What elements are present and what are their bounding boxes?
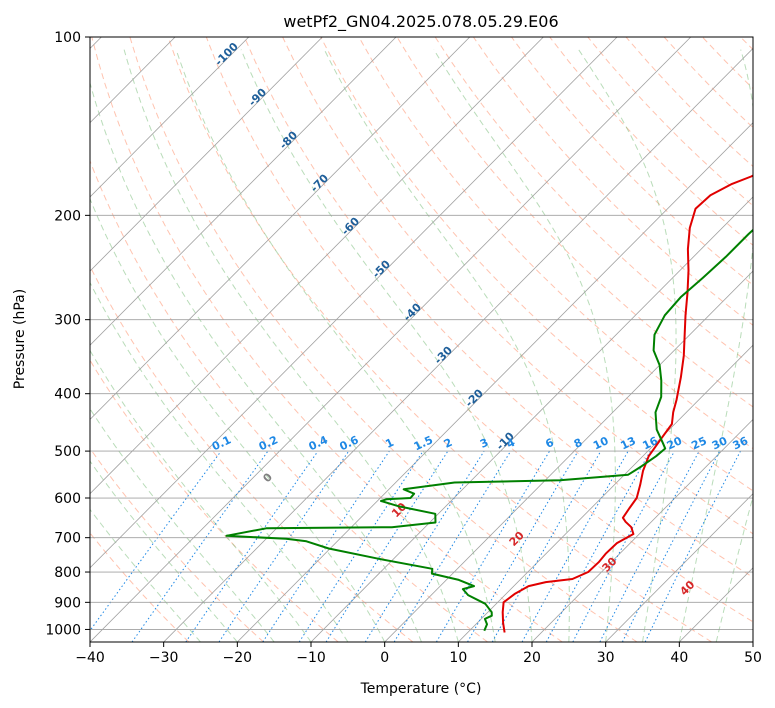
y-tick-label: 100 bbox=[54, 30, 81, 46]
y-tick-label: 800 bbox=[54, 565, 81, 581]
dewpoint-profile-line bbox=[225, 228, 753, 632]
y-tick-label: 400 bbox=[54, 387, 81, 403]
x-tick-label: 10 bbox=[449, 650, 467, 666]
moist-adiabat-line bbox=[323, 49, 570, 642]
isotherm-line bbox=[237, 122, 753, 642]
dry-adiabat-line bbox=[243, 37, 753, 578]
moist-adiabat-line bbox=[90, 281, 349, 642]
dry-adiabat-line bbox=[167, 37, 712, 642]
mixing-ratio-line bbox=[218, 450, 350, 642]
moist-adiabat-line bbox=[90, 407, 275, 642]
x-axis-ticks: −40 −30 −20 −10 0 10 20 30 40 50 bbox=[75, 642, 762, 666]
plot-frame bbox=[89, 36, 754, 643]
dry-adiabat-line bbox=[282, 37, 753, 535]
isotherm-line bbox=[90, 37, 544, 495]
y-tick-label: 500 bbox=[54, 444, 81, 460]
dry-adiabat-line bbox=[320, 37, 753, 492]
y-tick-label: 1000 bbox=[45, 622, 81, 638]
y-tick-label: 700 bbox=[54, 531, 81, 547]
y-tick-label: 300 bbox=[54, 313, 81, 329]
x-axis-label: Temperature (°C) bbox=[360, 681, 482, 697]
dry-adiabat-line bbox=[511, 37, 753, 286]
mixing-ratio-label: 36 bbox=[731, 434, 751, 452]
chart-title: wetPf2_GN04.2025.078.05.29.E06 bbox=[283, 12, 558, 32]
x-tick-label: 0 bbox=[380, 650, 389, 666]
x-tick-label: 50 bbox=[744, 650, 762, 666]
dry-adiabat-line bbox=[90, 265, 414, 642]
x-tick-label: 40 bbox=[670, 650, 688, 666]
dry-adiabat-line bbox=[91, 37, 563, 642]
x-tick-label: 30 bbox=[597, 650, 615, 666]
moist-adiabat-line bbox=[240, 49, 533, 642]
mixing-ratio-line bbox=[131, 450, 269, 642]
isotherm-line bbox=[458, 344, 753, 642]
y-tick-label: 200 bbox=[54, 208, 81, 224]
mixing-ratio-line bbox=[90, 450, 222, 632]
moist-adiabat-line bbox=[90, 460, 238, 642]
isotherm-line bbox=[605, 493, 753, 642]
moist-adiabat-line bbox=[715, 494, 753, 642]
dry-adiabat-line bbox=[90, 359, 339, 642]
isotherm-line bbox=[90, 37, 618, 569]
mixing-ratio-line bbox=[298, 450, 424, 642]
mixing-ratio-line bbox=[521, 450, 629, 642]
mixing-ratio-line bbox=[491, 450, 602, 642]
moist-adiabat-line bbox=[175, 49, 496, 642]
x-tick-label: −20 bbox=[223, 650, 253, 666]
mixing-ratio-label: 25 bbox=[689, 434, 708, 452]
mixing-ratio-label: 13 bbox=[618, 434, 637, 452]
dry-adiabat-line bbox=[205, 37, 753, 623]
isotherm-line bbox=[531, 418, 753, 642]
moist-adiabat-line bbox=[578, 49, 677, 642]
x-tick-label: −30 bbox=[149, 650, 179, 666]
moist-adiabat-line bbox=[90, 81, 422, 642]
dry-adiabat-line bbox=[396, 37, 753, 408]
isotherm-line bbox=[163, 47, 753, 642]
moist-adiabat-line bbox=[90, 508, 201, 642]
temperature-profile-line bbox=[501, 174, 753, 633]
mixing-ratio-label: 20 bbox=[665, 434, 685, 452]
x-tick-label: 20 bbox=[523, 650, 541, 666]
mixing-ratio-line bbox=[393, 450, 512, 642]
y-axis-label: Pressure (hPa) bbox=[12, 289, 28, 389]
isotherm-line bbox=[90, 37, 250, 198]
x-tick-label: −10 bbox=[296, 650, 326, 666]
mixing-ratio-line bbox=[545, 450, 651, 642]
isotherm-line bbox=[90, 37, 692, 642]
mixing-ratio-line bbox=[185, 450, 319, 642]
moist-adiabat-line bbox=[433, 49, 616, 642]
y-tick-label: 600 bbox=[54, 491, 81, 507]
mixing-ratio-line bbox=[572, 450, 675, 642]
isotherm-line bbox=[310, 196, 753, 642]
dry-adiabat-line bbox=[129, 37, 638, 642]
mixing-ratio-label: 30 bbox=[710, 434, 730, 452]
x-tick-label: −40 bbox=[75, 650, 105, 666]
moist-adiabat-line bbox=[678, 49, 753, 642]
isotherm-line bbox=[90, 37, 471, 421]
moist-adiabat-line bbox=[123, 49, 459, 642]
isotherm-line bbox=[90, 37, 323, 272]
profile-lines bbox=[225, 174, 753, 633]
y-tick-label: 900 bbox=[54, 595, 81, 611]
mixing-ratio-line bbox=[325, 450, 449, 642]
mixing-ratio-label: 10 bbox=[591, 434, 611, 452]
mixing-ratio-line bbox=[644, 450, 741, 642]
mixing-ratio-line bbox=[621, 450, 721, 642]
isobar-gridlines bbox=[90, 37, 753, 630]
mixing-ratio-line bbox=[262, 450, 390, 642]
dry-adiabat-line bbox=[434, 37, 753, 367]
y-axis-ticks: 100 200 300 400 500 600 700 800 900 1000 bbox=[45, 30, 90, 638]
dry-adiabat-line bbox=[90, 447, 264, 642]
isotherm-line bbox=[90, 37, 397, 346]
